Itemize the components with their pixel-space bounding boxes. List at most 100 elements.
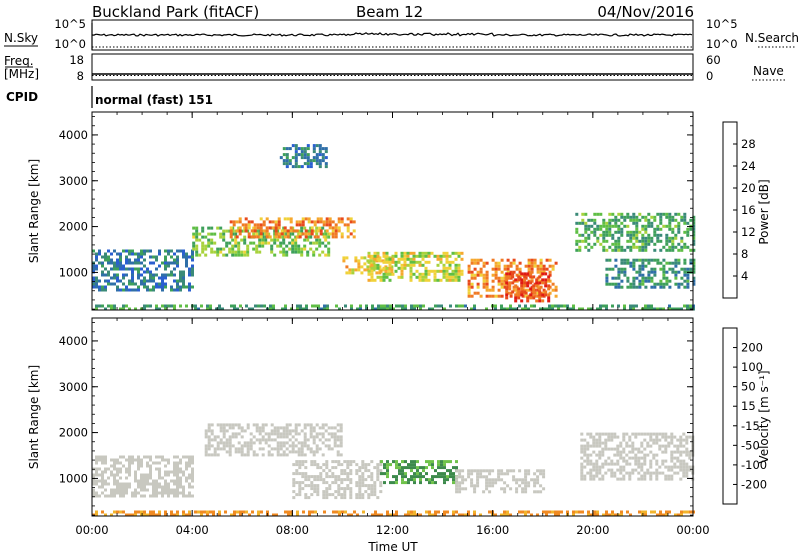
heatmap-cell (373, 466, 377, 470)
heatmap-cell (659, 261, 663, 265)
heatmap-cell (532, 290, 536, 294)
heatmap-cell (164, 255, 167, 259)
heatmap-cell (164, 470, 167, 474)
heatmap-cell (258, 244, 262, 248)
heatmap-cell (262, 220, 266, 224)
heatmap-cell (614, 282, 618, 286)
heatmap-cell (125, 467, 128, 471)
heatmap-cell (506, 307, 509, 311)
heatmap-cell (251, 307, 254, 311)
heatmap-cell (679, 435, 683, 439)
heatmap-cell (389, 304, 392, 308)
heatmap-cell (137, 267, 140, 271)
heatmap-cell (551, 304, 554, 308)
heatmap-cell (369, 259, 373, 263)
heatmap-cell (620, 233, 624, 237)
heatmap-cell (611, 212, 615, 216)
heatmap-cell (170, 249, 173, 253)
heatmap-cell (290, 510, 293, 514)
heatmap-cell (170, 513, 173, 517)
heatmap-cell (339, 453, 343, 457)
heatmap-cell (191, 285, 194, 289)
heatmap-cell (419, 466, 422, 470)
heatmap-cell (131, 494, 134, 498)
heatmap-cell (350, 304, 353, 308)
heatmap-cell (485, 469, 489, 473)
heatmap-cell (285, 435, 289, 439)
heatmap-cell (617, 248, 621, 252)
heatmap-cell (324, 438, 328, 442)
heatmap-cell (473, 267, 477, 271)
heatmap-cell (601, 441, 605, 445)
heatmap-cell (584, 236, 588, 240)
heatmap-cell (333, 441, 337, 445)
heatmap-cell (128, 258, 131, 262)
heatmap-cell (619, 468, 623, 472)
heatmap-cell (454, 269, 458, 273)
heatmap-cell (279, 250, 283, 254)
heatmap-cell (446, 460, 449, 464)
heatmap-cell (650, 285, 654, 289)
heatmap-cell (683, 258, 687, 262)
heatmap-cell (668, 307, 671, 311)
heatmap-cell (424, 254, 428, 258)
heatmap-cell (473, 484, 477, 488)
heatmap-cell (680, 239, 684, 243)
heatmap-cell (300, 156, 304, 160)
heatmap-cell (285, 250, 289, 254)
heatmap-cell (524, 481, 528, 485)
heatmap-cell (418, 263, 422, 267)
heatmap-cell (379, 275, 383, 279)
heatmap-cell (113, 276, 116, 280)
heatmap-cell (607, 447, 611, 451)
heatmap-cell (536, 276, 540, 280)
heatmap-cell (428, 481, 431, 485)
heatmap-cell (225, 444, 229, 448)
heatmap-cell (406, 257, 410, 261)
heatmap-cell (619, 471, 623, 475)
heatmap-cell (518, 273, 522, 277)
heatmap-cell (334, 235, 338, 239)
heatmap-cell (652, 432, 656, 436)
heatmap-cell (638, 258, 642, 262)
heatmap-cell (686, 221, 690, 225)
heatmap-cell (692, 236, 696, 240)
heatmap-cell (592, 465, 596, 469)
heatmap-cell (653, 510, 656, 514)
heatmap-cell (339, 441, 343, 445)
heatmap-cell (653, 230, 657, 234)
heatmap-cell (334, 226, 338, 230)
heatmap-cell (249, 438, 253, 442)
heatmap-cell (617, 273, 621, 277)
heatmap-cell (204, 450, 208, 454)
heatmap-cell (443, 460, 446, 464)
heatmap-cell (394, 260, 398, 264)
heatmap-cell (343, 472, 347, 476)
heatmap-cell (182, 282, 185, 286)
heatmap-cell (295, 229, 299, 233)
heatmap-cell (303, 153, 307, 157)
heatmap-cell (620, 248, 624, 252)
heatmap-cell (300, 450, 304, 454)
heatmap-cell (192, 226, 196, 230)
heatmap-cell (377, 513, 380, 517)
heatmap-cell (530, 264, 534, 268)
heatmap-cell (506, 264, 510, 268)
heatmap-cell (301, 463, 305, 467)
heatmap-cell (197, 510, 200, 514)
heatmap-cell (530, 261, 534, 265)
heatmap-cell (674, 513, 677, 517)
heatmap-cell (261, 423, 265, 427)
heatmap-cell (445, 254, 449, 258)
heatmap-cell (515, 487, 519, 491)
heatmap-cell (155, 485, 158, 489)
heatmap-cell (688, 435, 692, 439)
heatmap-cell (149, 255, 152, 259)
heatmap-cell (640, 474, 644, 478)
heatmap-cell (587, 218, 591, 222)
heatmap-cell (152, 488, 155, 492)
heatmap-cell (665, 276, 669, 280)
heatmap-cell (391, 272, 395, 276)
heatmap-cell (443, 510, 446, 514)
heatmap-cell (542, 291, 546, 295)
